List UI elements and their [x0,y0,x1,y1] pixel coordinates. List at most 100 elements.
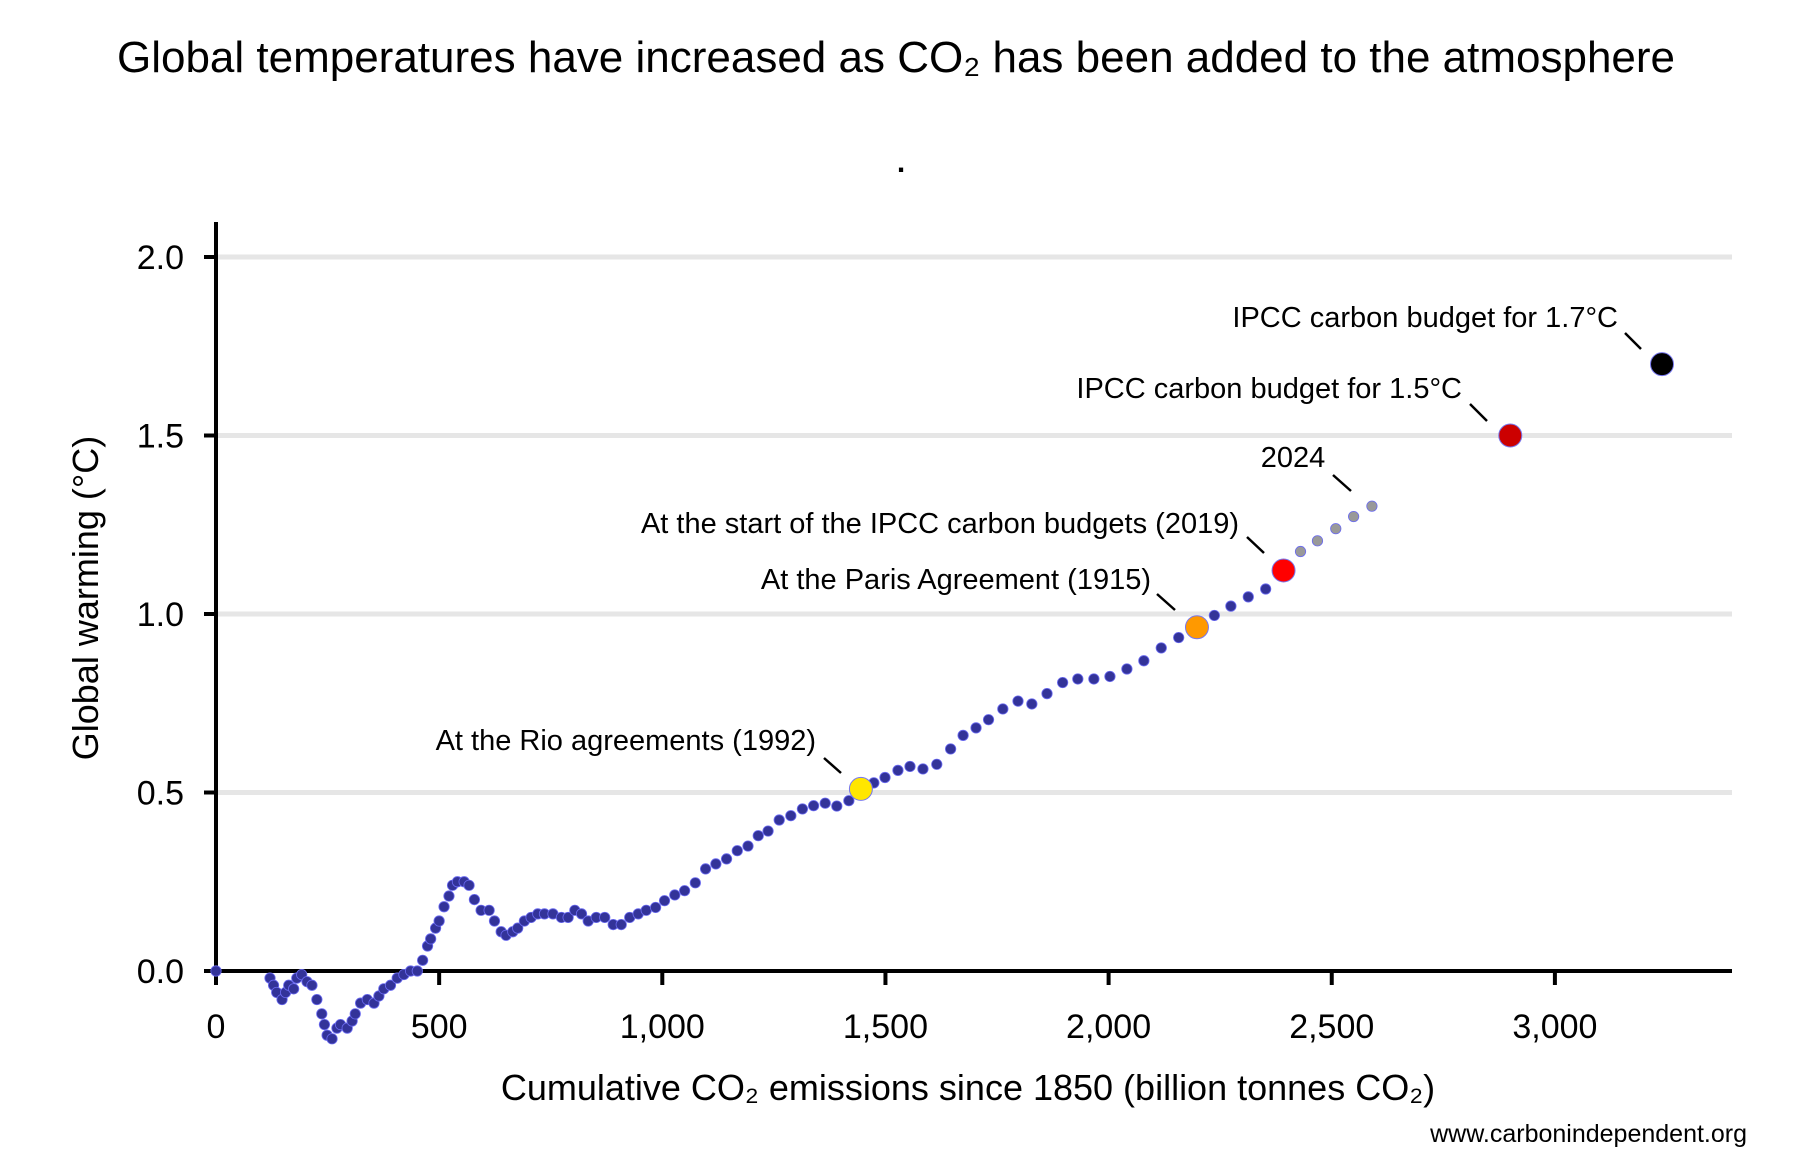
highlighted-point [1650,352,1675,377]
data-point [640,904,652,916]
highlighted-point [1498,423,1523,448]
data-point [1155,642,1167,654]
data-point [879,771,891,784]
x-tick-label: 1,500 [843,1008,928,1046]
data-point [349,1008,361,1020]
annotation-label: IPCC carbon budget for 1.5°C [1076,373,1462,405]
data-point [689,877,701,889]
annotation-leader-line [1469,403,1488,422]
data-point [710,858,722,870]
data-point [1057,676,1069,689]
data-point [1173,631,1185,644]
data-point [438,901,450,913]
data-point [1208,609,1220,622]
projected-data-point [1348,510,1360,523]
data-point [1138,655,1150,667]
data-point [575,908,588,920]
y-tick-label: 2.0 [137,239,184,277]
data-point [982,714,995,726]
projected-data-point [1330,523,1342,535]
data-point [957,729,969,741]
data-point [1242,591,1254,603]
data-point [1041,688,1053,700]
data-point [650,901,662,914]
data-point [615,918,627,931]
data-point [945,743,957,755]
data-point [904,760,916,773]
data-point [796,803,809,815]
annotations: At the Rio agreements (1992) At the Paris… [436,302,1642,774]
data-point [311,993,323,1006]
data-point [384,979,397,991]
source-credit: www.carbonindependent.org [1429,1120,1747,1148]
annotation-leader-line [1246,536,1265,554]
data-point [892,764,904,776]
annotation-label: 2024 [1261,442,1326,474]
highlighted-point [848,776,873,801]
data-point [463,879,475,891]
x-tick-label: 1,000 [620,1008,705,1046]
data-point [468,893,481,906]
gridlines [216,254,1732,795]
x-tick-label: 2,000 [1066,1008,1151,1046]
data-point [306,979,318,991]
annotation-label: At the start of the IPCC carbon budgets … [641,508,1239,540]
data-point [931,758,943,770]
y-tick-label: 1.5 [137,418,184,456]
data-point [785,810,797,822]
data-point [1260,583,1272,595]
tick-labels: 0.0 0.5 1.0 1.5 2.0 0 500 1,000 1,500 2,000 2,500 3… [137,239,1598,1046]
y-tick-label: 0.0 [137,953,184,991]
data-point [483,904,495,916]
highlighted-point [1271,558,1296,583]
x-tick-label: 0 [207,1008,226,1046]
annotation-leader-line [1624,332,1642,350]
data-point [425,933,437,945]
data-point [318,1018,331,1031]
annotation-label: At the Paris Agreement (1915) [761,564,1151,596]
chart-title: Global temperatures have increased as CO… [117,33,1675,82]
data-point [773,814,785,826]
annotation-label: At the Rio agreements (1992) [436,725,816,757]
data-point [1012,695,1024,707]
data-point [807,800,820,812]
data-point [1225,600,1237,612]
data-point [512,922,524,934]
x-axis-label: Cumulative CO₂ emissions since 1850 (bil… [501,1067,1435,1108]
data-point [731,845,743,857]
data-point [417,954,429,966]
data-point [819,797,831,809]
x-tick-label: 3,000 [1512,1008,1597,1046]
data-point [1088,673,1100,685]
data-point [831,800,843,812]
data-point [679,885,691,897]
data-point [599,911,611,924]
y-axis-label: Global warming (°C) [65,436,106,760]
projected-data-point [1294,545,1307,558]
y-tick-label: 1.0 [137,596,184,634]
data-point [562,911,574,924]
data-point [762,825,774,837]
data-point [288,983,300,995]
annotation-leader-line [1332,474,1352,492]
data-point [970,722,982,734]
chart-subtitle: . [897,146,905,179]
y-tick-label: 0.5 [137,775,184,813]
data-point [1072,673,1084,685]
annotation-leader-line [1156,593,1176,611]
data-points [210,352,1675,1045]
data-point [752,830,764,842]
data-point [669,889,681,901]
data-point [843,795,855,807]
annotation-label: IPCC carbon budget for 1.7°C [1232,302,1618,334]
data-point [1104,670,1116,683]
projected-data-point [1366,500,1378,512]
data-point [411,965,423,977]
data-point [699,863,712,875]
data-point [742,840,754,852]
data-point [1026,698,1038,710]
data-point [326,1033,338,1045]
x-tick-label: 2,500 [1289,1008,1374,1046]
axes [204,222,1732,985]
